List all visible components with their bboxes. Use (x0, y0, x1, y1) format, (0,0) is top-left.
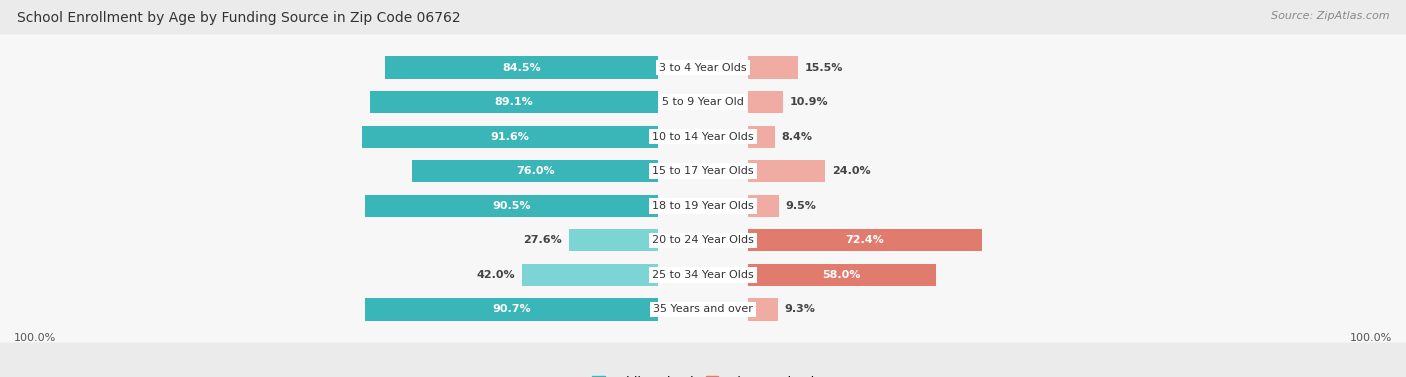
Bar (364, 298, 658, 320)
Text: 9.5%: 9.5% (786, 201, 817, 211)
Text: 90.7%: 90.7% (492, 304, 530, 314)
Text: 58.0%: 58.0% (823, 270, 860, 280)
Bar (748, 298, 778, 320)
Bar (748, 160, 825, 182)
Bar (361, 126, 658, 148)
Text: 9.3%: 9.3% (785, 304, 815, 314)
Bar (748, 91, 783, 113)
Text: 27.6%: 27.6% (523, 235, 562, 245)
Bar (370, 91, 658, 113)
Text: 35 Years and over: 35 Years and over (652, 304, 754, 314)
Text: 100.0%: 100.0% (14, 334, 56, 343)
Text: 10 to 14 Year Olds: 10 to 14 Year Olds (652, 132, 754, 142)
Text: 15.5%: 15.5% (804, 63, 844, 73)
FancyBboxPatch shape (0, 69, 1406, 135)
FancyBboxPatch shape (0, 207, 1406, 273)
Bar (412, 160, 658, 182)
Text: 24.0%: 24.0% (832, 166, 870, 176)
Text: 89.1%: 89.1% (495, 97, 533, 107)
Text: 72.4%: 72.4% (845, 235, 884, 245)
Text: 91.6%: 91.6% (491, 132, 529, 142)
Legend: Public School, Private School: Public School, Private School (592, 375, 814, 377)
Bar (569, 229, 658, 251)
Bar (748, 126, 775, 148)
FancyBboxPatch shape (0, 104, 1406, 170)
FancyBboxPatch shape (0, 35, 1406, 101)
Text: Source: ZipAtlas.com: Source: ZipAtlas.com (1271, 11, 1389, 21)
Bar (522, 264, 658, 286)
Text: 8.4%: 8.4% (782, 132, 813, 142)
Text: 10.9%: 10.9% (790, 97, 828, 107)
Text: 42.0%: 42.0% (477, 270, 516, 280)
Text: 3 to 4 Year Olds: 3 to 4 Year Olds (659, 63, 747, 73)
Text: 18 to 19 Year Olds: 18 to 19 Year Olds (652, 201, 754, 211)
FancyBboxPatch shape (0, 173, 1406, 239)
FancyBboxPatch shape (0, 138, 1406, 204)
Bar (366, 195, 658, 217)
Text: 25 to 34 Year Olds: 25 to 34 Year Olds (652, 270, 754, 280)
Text: School Enrollment by Age by Funding Source in Zip Code 06762: School Enrollment by Age by Funding Sour… (17, 11, 461, 25)
FancyBboxPatch shape (0, 276, 1406, 342)
Bar (385, 57, 658, 79)
Text: 100.0%: 100.0% (1350, 334, 1392, 343)
Text: 84.5%: 84.5% (502, 63, 541, 73)
Bar (748, 229, 983, 251)
Text: 5 to 9 Year Old: 5 to 9 Year Old (662, 97, 744, 107)
Text: 76.0%: 76.0% (516, 166, 554, 176)
FancyBboxPatch shape (0, 242, 1406, 308)
Text: 15 to 17 Year Olds: 15 to 17 Year Olds (652, 166, 754, 176)
Text: 20 to 24 Year Olds: 20 to 24 Year Olds (652, 235, 754, 245)
Text: 90.5%: 90.5% (492, 201, 531, 211)
Bar (748, 57, 799, 79)
Bar (748, 195, 779, 217)
Bar (748, 264, 935, 286)
